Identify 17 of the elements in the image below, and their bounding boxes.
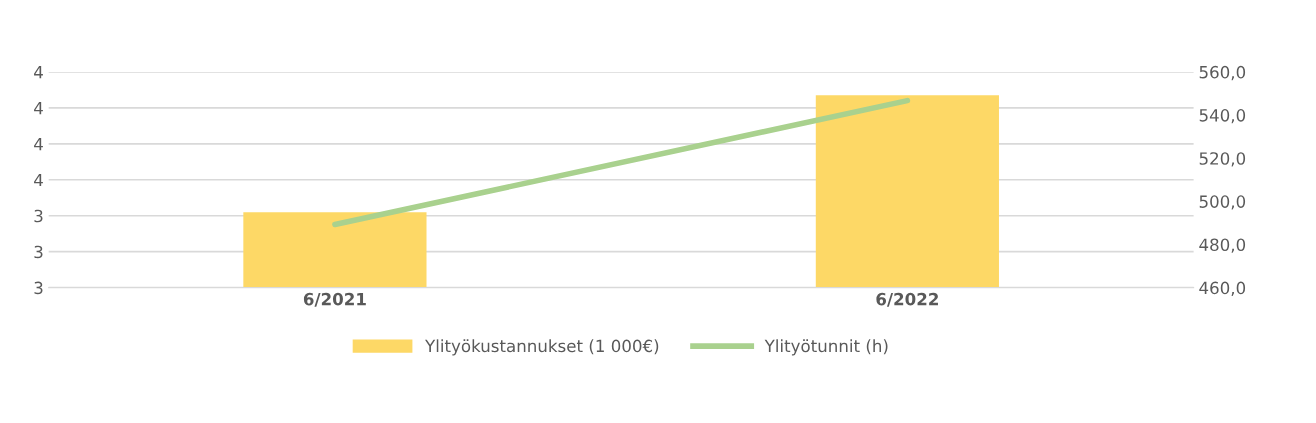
y-tick-label: 3 [34, 245, 43, 259]
x-tick-label: 6/2022 [876, 292, 938, 307]
y-tick-label: 3 [34, 281, 43, 295]
y2-tick-label: 520,0 [1199, 152, 1246, 167]
y-tick-label: 4 [34, 102, 43, 115]
y-tick-label: 4 [34, 138, 43, 151]
legend-label: Ylityötunnit (h) [764, 339, 888, 356]
y-tick-label: 4 [34, 66, 43, 79]
y2-tick-label: 500,0 [1199, 195, 1246, 210]
legend-label: Ylityökustannukset (1 000€) [425, 339, 659, 356]
x-tick-label: 6/2021 [303, 292, 366, 307]
y2-tick-label: 460,0 [1199, 281, 1246, 296]
y-tick-label: 3 [34, 209, 43, 223]
y2-tick-label: 560,0 [1199, 65, 1246, 81]
y2-tick-label: 480,0 [1199, 238, 1246, 253]
y-tick-label: 4 [34, 173, 43, 187]
y2-tick-label: 540,0 [1199, 109, 1246, 124]
